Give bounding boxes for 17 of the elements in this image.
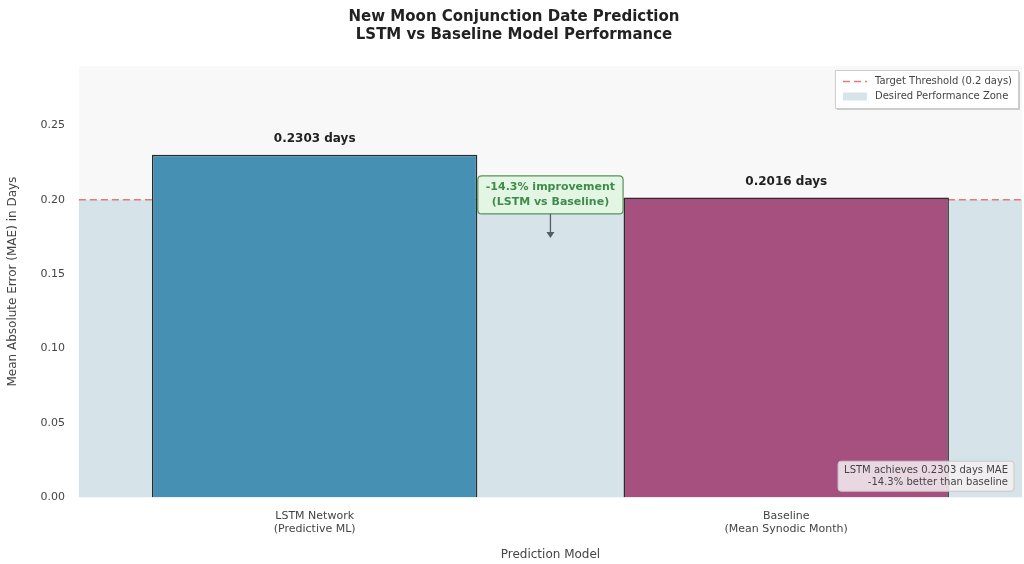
y-tick-label: 0.15 <box>40 267 65 281</box>
y-axis-title: Mean Absolute Error (MAE) in Days <box>5 176 20 387</box>
y-tick-label: 0.10 <box>40 341 65 355</box>
x-tick-label: Baseline (Mean Synodic Month) <box>724 508 848 535</box>
x-axis-title: Prediction Model <box>500 546 601 561</box>
annotation: -14.3% improvement (LSTM vs Baseline) <box>485 180 616 209</box>
legend-label: Target Threshold (0.2 days) <box>873 75 1013 87</box>
y-tick-label: 0.05 <box>40 415 65 429</box>
annotation: LSTM achieves 0.2303 days MAE -14.3% better than baseline <box>844 463 1008 487</box>
legend-label: Desired Performance Zone <box>874 90 1009 102</box>
y-tick-label: 0.20 <box>40 192 65 206</box>
y-tick-label: 0.00 <box>40 490 65 504</box>
data-label: 0.2016 days <box>745 173 828 188</box>
x-tick-label: LSTM Network (Predictive ML) <box>273 508 356 535</box>
data-label: 0.2303 days <box>273 130 356 145</box>
y-tick-label: 0.25 <box>40 118 65 132</box>
chart-title: New Moon Conjunction Date Prediction LSTM vs Baseline Model Performance <box>348 6 680 43</box>
